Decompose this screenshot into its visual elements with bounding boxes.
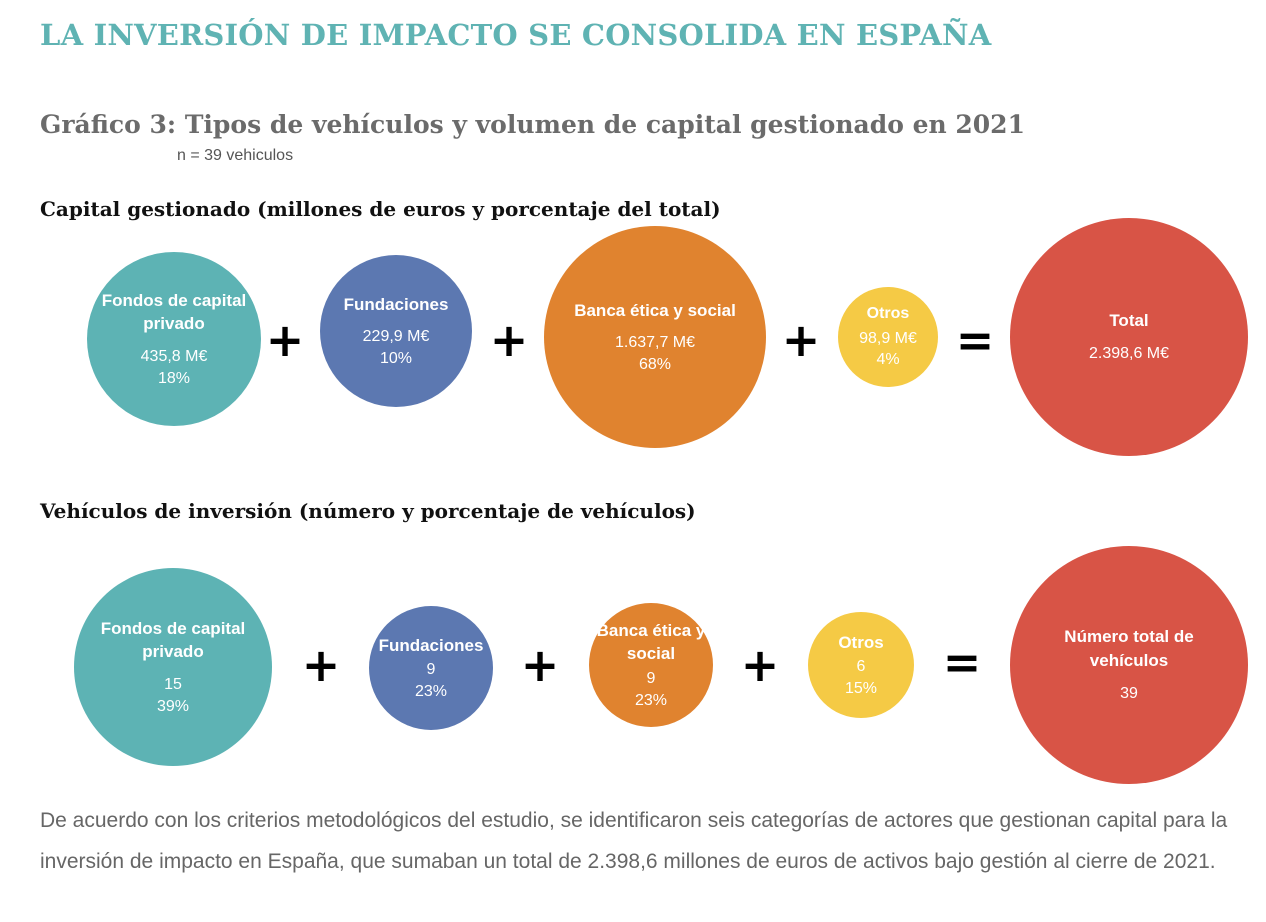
bubble-percent: 15% (844, 679, 878, 697)
bubble-label: Fundaciones (378, 635, 484, 655)
capital-bubble-fundaciones: Fundaciones 229,9 M€ 10% (320, 255, 472, 407)
bubble-value: 39 (1120, 685, 1138, 702)
sample-size-label: n = 39 vehiculos (177, 147, 294, 164)
bubble-label: Banca ética y social (574, 300, 736, 320)
bubble-label: Fundaciones (343, 294, 449, 314)
plus-sign: + (489, 313, 529, 367)
bubble-value: 2.398,6 M€ (1088, 345, 1170, 363)
plus-sign: + (301, 638, 341, 692)
equals-sign: = (955, 313, 995, 367)
bubble-percent: 23% (634, 691, 668, 709)
bubble-percent: 68% (638, 355, 672, 373)
bubble-label: Fondos de capital privado (100, 618, 246, 662)
capital-bubble-fondos-de-capital-privado: Fondos de capital privado 435,8 M€ 18% (87, 252, 261, 426)
vehicles-bubble-otros: Otros 6 15% (808, 612, 914, 718)
bubble-value: 1.637,7 M€ (614, 334, 696, 352)
bubble-value: 435,8 M€ (140, 348, 208, 366)
bubble-label: Banca ética y social (596, 620, 706, 664)
bubble-value: 6 (856, 658, 866, 676)
bubble-value: 9 (426, 661, 436, 679)
capital-bubble-banca-etica-y-social: Banca ética y social 1.637,7 M€ 68% (544, 226, 766, 448)
chart-title: Gráfico 3: Tipos de vehículos y volumen … (40, 110, 1025, 139)
bubble-value: 9 (646, 670, 656, 688)
bubble-value: 98,9 M€ (859, 329, 917, 347)
bubble-label: Otros (838, 632, 884, 652)
footer-paragraph: De acuerdo con los criterios metodológic… (40, 809, 1228, 873)
vehicles-bubble-numero-total-de-vehiculos: Número total de vehículos 39 (1010, 546, 1248, 784)
vehicles-section-title: Vehículos de inversión (número y porcent… (40, 499, 696, 523)
bubble-value: 15 (164, 676, 182, 694)
bubble-label: Número total de vehículos (1064, 627, 1194, 671)
vehicles-bubble-fondos-de-capital-privado: Fondos de capital privado 15 39% (74, 568, 272, 766)
plus-sign: + (740, 638, 780, 692)
bubble-percent: 39% (156, 697, 190, 715)
capital-bubble-total: Total 2.398,6 M€ (1010, 218, 1248, 456)
plus-sign: + (781, 313, 821, 367)
plus-sign: + (265, 313, 305, 367)
bubble-value: 229,9 M€ (362, 328, 430, 346)
plus-sign: + (520, 638, 560, 692)
capital-bubble-otros: Otros 98,9 M€ 4% (838, 287, 938, 387)
vehicles-bubble-banca-etica-y-social: Banca ética y social 9 23% (589, 603, 713, 727)
vehicles-bubble-fundaciones: Fundaciones 9 23% (369, 606, 493, 730)
page-title: LA INVERSIÓN DE IMPACTO SE CONSOLIDA EN … (40, 18, 992, 52)
bubble-label: Fondos de capital privado (101, 290, 247, 334)
bubble-percent: 18% (157, 369, 191, 387)
bubble-label: Otros (866, 305, 910, 323)
bubble-percent: 23% (414, 682, 448, 700)
capital-section-title: Capital gestionado (millones de euros y … (40, 197, 721, 221)
bubble-percent: 4% (876, 351, 900, 369)
bubble-percent: 10% (379, 349, 413, 367)
equals-sign: = (942, 635, 982, 689)
bubble-label: Total (1109, 311, 1149, 331)
